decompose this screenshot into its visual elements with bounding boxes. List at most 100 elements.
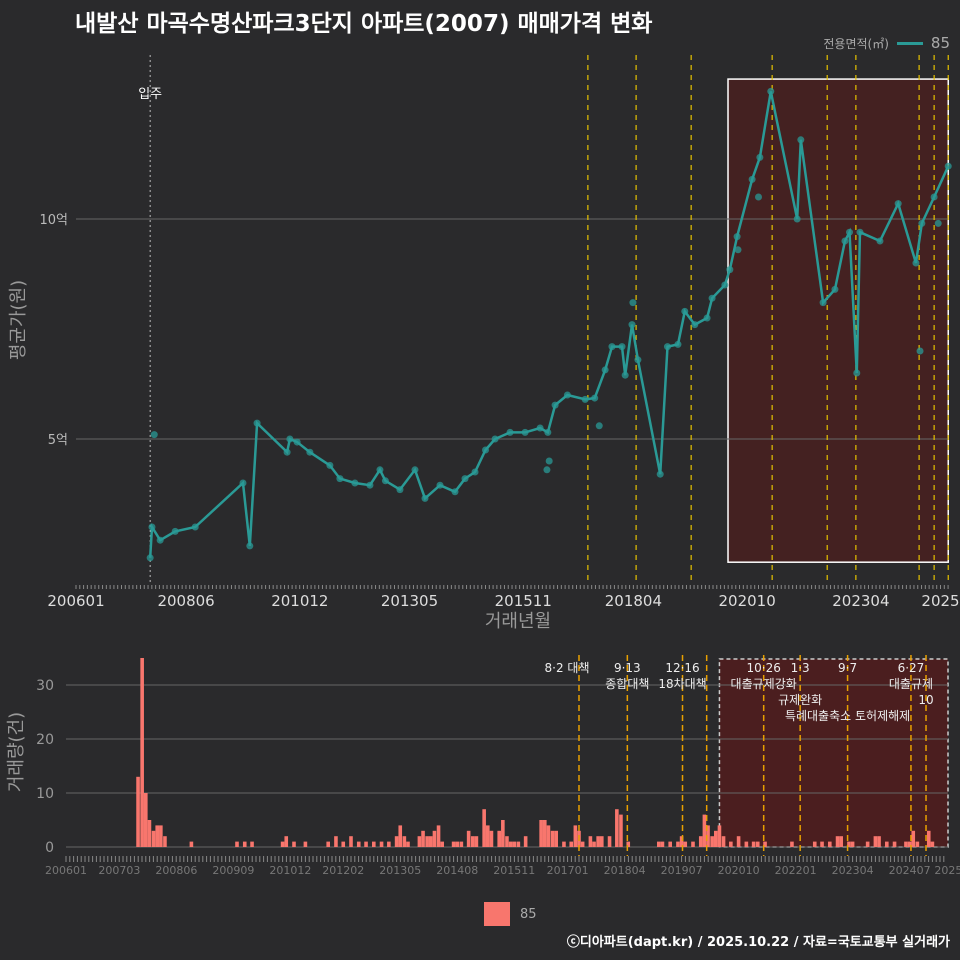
x-tick-label: 201511 <box>495 592 552 610</box>
volume-bar <box>451 841 456 847</box>
price-point <box>856 228 864 236</box>
event-label: 특례대출축소 토허제해제 <box>785 709 910 723</box>
bar-x-tick-label: 201012 <box>269 864 311 877</box>
bar-legend: 85 <box>484 902 537 926</box>
volume-bar <box>512 841 517 847</box>
volume-bar <box>736 836 741 847</box>
price-point <box>726 266 734 274</box>
price-point <box>563 391 571 399</box>
volume-bar <box>398 825 403 847</box>
volume-bar <box>387 841 391 847</box>
volume-bar <box>421 830 425 847</box>
volume-bar <box>580 841 585 847</box>
volume-bar <box>280 841 285 847</box>
volume-bar <box>930 841 935 847</box>
volume-bar <box>402 836 407 847</box>
price-point <box>436 481 444 489</box>
legend-title: 전용면적(㎡) <box>823 36 889 51</box>
volume-bar <box>425 836 429 847</box>
price-point <box>381 477 389 485</box>
volume-bar <box>892 841 897 847</box>
price-point <box>191 523 199 531</box>
volume-bar <box>660 841 665 847</box>
price-point <box>628 321 636 329</box>
volume-bar <box>341 841 346 847</box>
volume-bar <box>668 841 672 847</box>
price-point <box>734 246 742 254</box>
bar-x-tick-label: 201701 <box>547 864 589 877</box>
volume-bar <box>790 841 794 847</box>
volume-bar <box>607 836 612 847</box>
volume-bar <box>497 830 501 847</box>
bar-x-tick-label: 201305 <box>379 864 421 877</box>
x-tick-label: 201012 <box>271 592 328 610</box>
bar-x-tick-label: 200703 <box>98 864 140 877</box>
price-point <box>846 228 853 236</box>
bar-y-axis-title: 거래량(건) <box>6 712 27 792</box>
volume-bar <box>250 841 254 847</box>
volume-bar <box>455 841 460 847</box>
price-point <box>491 435 499 443</box>
volume-bar <box>877 836 881 847</box>
event-label: 8·2 대책 <box>545 660 590 675</box>
bar-y-tick-label: 10 <box>36 786 54 802</box>
price-point <box>618 343 626 351</box>
volume-bar <box>151 830 156 847</box>
price-point <box>755 193 762 201</box>
volume-bar <box>619 814 623 847</box>
price-point <box>482 446 489 454</box>
price-point <box>703 314 711 322</box>
price-point <box>853 369 861 377</box>
price-point <box>396 486 404 494</box>
legend-area: 전용면적(㎡) 85 <box>823 34 950 52</box>
bar-x-tick-label: 201907 <box>661 864 703 877</box>
volume-bar <box>235 841 239 847</box>
volume-bar <box>676 841 680 847</box>
price-point <box>351 479 359 487</box>
bar-x-tick-label: 201511 <box>493 864 535 877</box>
price-point <box>721 281 729 289</box>
volume-bar <box>820 841 824 847</box>
volume-bar <box>470 836 475 847</box>
event-date-label: 6·27 <box>898 661 925 675</box>
price-point <box>286 435 294 443</box>
legend-bar-swatch <box>484 902 510 926</box>
volume-bar <box>744 841 749 847</box>
volume-bar <box>691 841 695 847</box>
volume-bar <box>516 841 521 847</box>
legend-line-swatch <box>896 41 923 45</box>
price-point <box>366 481 374 489</box>
price-point <box>543 466 551 474</box>
bar-x-tick-label: 201804 <box>604 864 646 877</box>
price-point <box>681 307 689 315</box>
volume-bar <box>372 841 376 847</box>
price-point <box>411 466 419 474</box>
volume-bar <box>554 830 558 847</box>
price-point <box>376 466 384 474</box>
volume-bar <box>436 825 441 847</box>
price-point <box>239 479 247 487</box>
bar-y-tick-label: 30 <box>36 678 54 694</box>
volume-bar <box>839 836 843 847</box>
volume-bar <box>432 830 437 847</box>
volume-bar <box>721 836 726 847</box>
volume-bar <box>429 836 433 847</box>
x-tick-label: 200601 <box>47 592 104 610</box>
volume-bar <box>334 836 338 847</box>
volume-bar <box>592 841 596 847</box>
price-line <box>148 91 950 558</box>
price-point <box>506 428 514 436</box>
volume-bar <box>489 830 494 847</box>
price-point <box>521 428 529 436</box>
volume-bar <box>159 825 163 847</box>
volume-bar <box>714 830 718 847</box>
price-point <box>793 215 801 223</box>
price-point <box>629 299 637 307</box>
volume-bar <box>835 836 840 847</box>
price-point <box>916 347 924 355</box>
volume-bar <box>710 836 714 847</box>
volume-bar <box>763 841 767 847</box>
volume-bar <box>379 841 384 847</box>
price-point <box>591 394 599 402</box>
